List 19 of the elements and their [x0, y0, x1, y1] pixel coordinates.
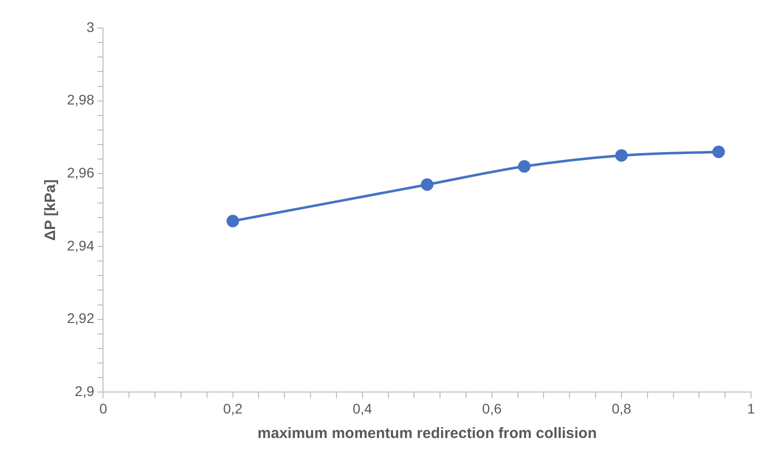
x-tick-label: 0 [99, 400, 108, 416]
x-tick-label: 0,6 [482, 400, 502, 416]
y-tick-label: 2,96 [67, 164, 94, 181]
point [226, 214, 240, 228]
point [518, 160, 531, 173]
y-tick-label: 3 [86, 18, 94, 35]
point [420, 178, 434, 191]
y-tick-label: 2,9 [74, 383, 94, 400]
point [615, 149, 628, 162]
x-tick-label: 0,2 [223, 400, 243, 416]
x-tick-label: 0,8 [612, 400, 632, 416]
y-axis-title: ΔP [kPa] [42, 179, 60, 241]
x-axis-title: maximum momentum redirection from collision [258, 425, 597, 442]
x-tick-label: 1 [747, 400, 756, 416]
point [712, 146, 725, 158]
y-tick-label: 2,92 [67, 310, 94, 326]
y-tick-label: 2,94 [67, 237, 94, 254]
y-tick-label: 2,98 [67, 92, 94, 108]
x-tick-label: 0,4 [352, 400, 372, 416]
